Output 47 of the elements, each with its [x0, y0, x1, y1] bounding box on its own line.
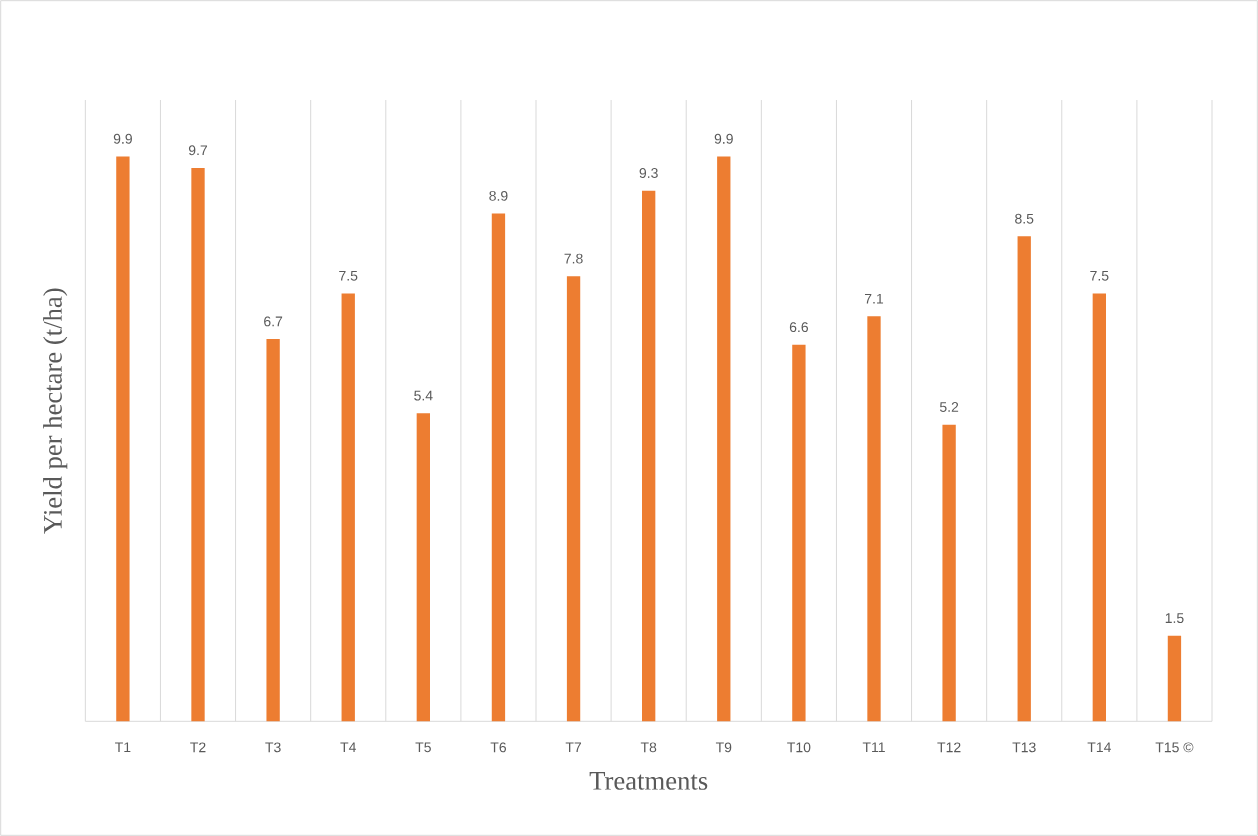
data-label: 7.1: [864, 293, 884, 304]
data-label: 7.5: [1090, 270, 1109, 281]
bar: [266, 339, 280, 722]
x-axis-title: Treatments: [589, 772, 708, 790]
x-tick-label: T5: [415, 742, 431, 753]
data-label: 9.9: [113, 133, 132, 144]
data-label: 6.7: [264, 316, 283, 327]
data-label: 9.3: [639, 168, 658, 179]
bar: [1092, 293, 1106, 722]
data-label: 5.2: [939, 402, 959, 412]
bar: [116, 156, 130, 722]
bar: [491, 213, 506, 722]
x-tick-label: T3: [265, 742, 281, 753]
x-tick-label: T1: [115, 742, 131, 753]
data-label: 9.9: [714, 133, 733, 144]
data-label: 1.5: [1165, 613, 1184, 624]
bar: [191, 167, 205, 722]
data-label: 8.9: [489, 190, 508, 201]
bar: [341, 293, 355, 722]
x-tick-label: T7: [565, 742, 582, 753]
x-tick-label: T4: [340, 742, 356, 753]
x-tick-label: T8: [640, 742, 657, 753]
data-label: 7.5: [339, 270, 358, 281]
x-tick-label: T6: [490, 742, 507, 753]
x-tick-label: T2: [190, 742, 206, 753]
data-label: 8.5: [1015, 213, 1034, 224]
data-label: 6.6: [789, 322, 809, 333]
data-label: 5.4: [414, 390, 433, 401]
x-tick-label: T13: [1012, 742, 1036, 753]
x-tick-label: T11: [862, 742, 885, 753]
bar: [1017, 236, 1031, 722]
x-tick-label: T12: [937, 742, 961, 753]
bar: [717, 156, 731, 722]
x-tick-label: T10: [787, 742, 811, 753]
x-tick-label: T15 ©: [1155, 742, 1194, 753]
bar: [416, 413, 430, 722]
data-label: 9.7: [188, 145, 208, 156]
x-tick-label: T14: [1087, 742, 1111, 753]
data-label: 7.8: [564, 253, 583, 264]
x-tick-label: T9: [715, 742, 732, 753]
bar: [642, 190, 656, 722]
bar: [566, 276, 581, 722]
y-axis-title: Yield per hectare (t/ha): [43, 288, 68, 534]
bar: [792, 344, 806, 722]
bar: [1167, 635, 1182, 722]
bar: [942, 424, 956, 722]
bar: [867, 316, 881, 722]
